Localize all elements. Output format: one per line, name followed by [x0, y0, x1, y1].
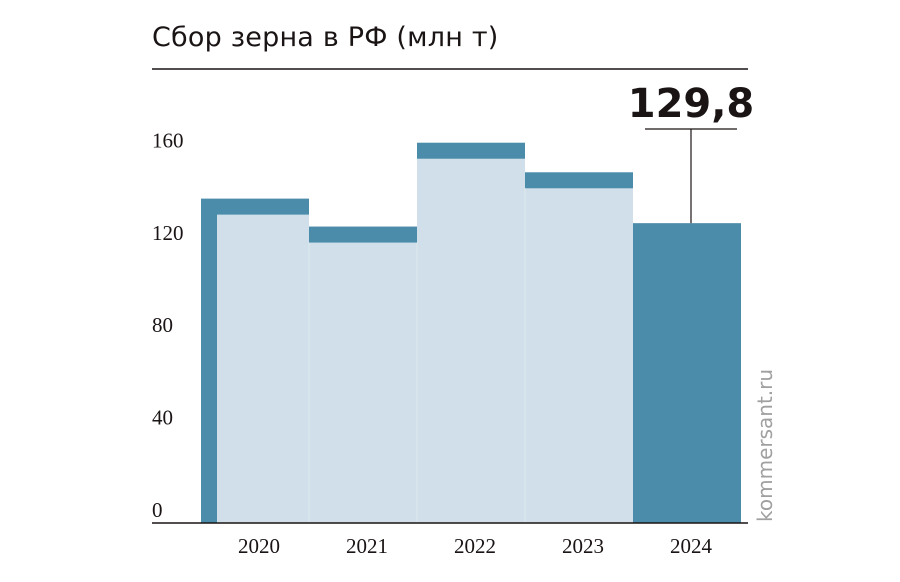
y-tick-label: 80 [152, 313, 173, 337]
bar-2023 [525, 188, 633, 523]
x-tick-label: 2020 [238, 534, 280, 558]
y-tick-label: 0 [152, 498, 163, 522]
bar-2022 [417, 158, 525, 523]
bar-2020 [217, 214, 309, 524]
x-tick-label: 2022 [454, 534, 496, 558]
bar-2021 [309, 242, 417, 524]
y-tick-label: 120 [152, 221, 184, 245]
y-tick-label: 160 [152, 128, 184, 152]
chart-title: Сбор зерна в РФ (млн т) [152, 22, 499, 53]
x-tick-label: 2021 [346, 534, 388, 558]
x-tick-label: 2023 [562, 534, 604, 558]
y-tick-label: 40 [152, 406, 173, 430]
highlight-value-label: 129,8 [628, 81, 755, 127]
x-tick-label: 2024 [670, 534, 713, 558]
source-label: kommersant.ru [753, 369, 777, 522]
bar-2024 [632, 223, 741, 524]
